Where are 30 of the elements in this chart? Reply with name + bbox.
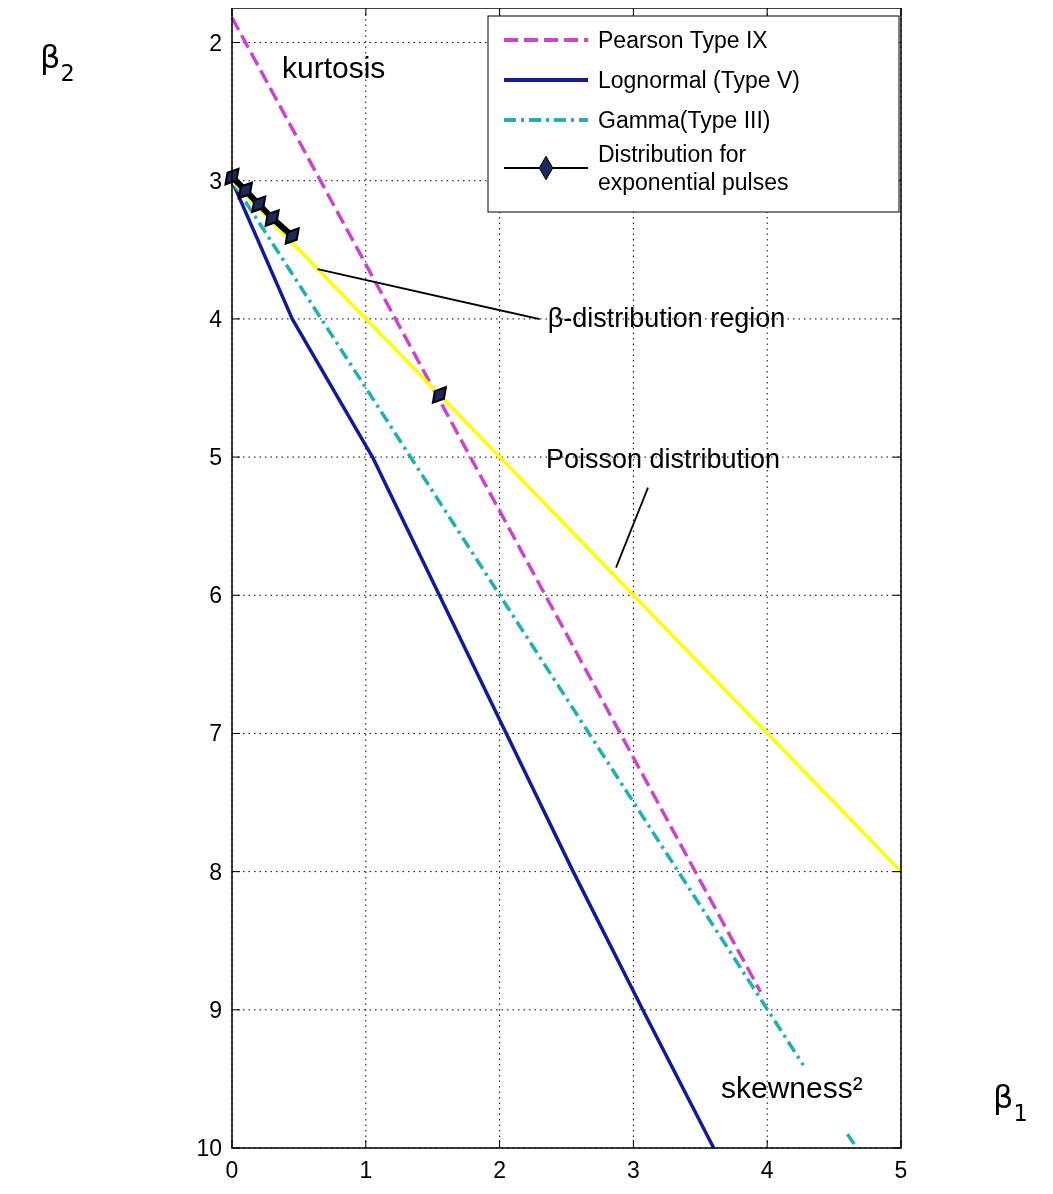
y-tick-label: 10 bbox=[196, 1135, 222, 1161]
x-tick-label: 1 bbox=[359, 1157, 373, 1183]
annotation: β-distribution region bbox=[547, 303, 786, 334]
annotation: skewness² bbox=[721, 1071, 863, 1104]
legend-label: Gamma(Type III) bbox=[598, 107, 771, 133]
y-tick-label: 7 bbox=[209, 720, 222, 747]
legend-label: Distribution for exponential pulses bbox=[598, 141, 789, 195]
x-axis-title: β$_{1}$ bbox=[993, 1078, 1028, 1126]
point bbox=[251, 195, 267, 214]
y-axis-title: β$_{2}$ bbox=[40, 38, 75, 86]
point bbox=[284, 227, 300, 245]
point bbox=[431, 386, 447, 404]
legend-label: Pearson Type IX bbox=[598, 27, 768, 53]
y-tick-label: 2 bbox=[209, 29, 222, 56]
x-tick-label: 4 bbox=[760, 1157, 774, 1183]
y-tick-label: 3 bbox=[209, 167, 222, 194]
y-tick-label: 9 bbox=[209, 996, 222, 1023]
y-tick-label: 8 bbox=[209, 858, 222, 885]
legend-label: Lognormal (Type V) bbox=[598, 67, 800, 93]
annotation: kurtosis bbox=[282, 51, 386, 84]
y-tick-label: 4 bbox=[209, 305, 223, 332]
annotation: Poisson distribution bbox=[546, 443, 781, 474]
y-tick-label: 6 bbox=[209, 582, 222, 609]
y-tick-label: 5 bbox=[209, 444, 222, 471]
x-tick-label: 3 bbox=[627, 1157, 640, 1183]
point bbox=[264, 209, 280, 227]
x-tick-label: 2 bbox=[493, 1157, 506, 1183]
x-tick-label: 5 bbox=[894, 1157, 908, 1183]
x-tick-label: 0 bbox=[225, 1157, 239, 1183]
point bbox=[237, 181, 253, 200]
